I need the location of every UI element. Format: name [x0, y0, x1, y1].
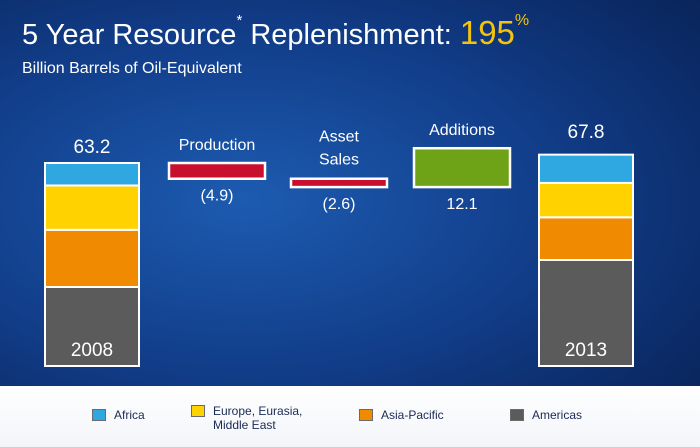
bar-segment-2013-europe-eurasia-middle-east	[538, 181, 634, 219]
bar-production	[167, 161, 267, 180]
legend-item-africa: Africa	[92, 408, 145, 422]
value-label-production: (4.9)	[201, 188, 234, 205]
legend-swatch-europe	[191, 405, 205, 417]
bar-segment-2013-americas	[538, 259, 634, 368]
category-label-additions: Additions	[429, 122, 495, 139]
legend-item-asia: Asia-Pacific	[359, 408, 444, 422]
category-label-asset_sales-line1: Asset	[319, 129, 360, 146]
value-label-additions: 12.1	[446, 196, 477, 213]
value-label-2013: 67.8	[568, 122, 605, 143]
value-label-asset_sales: (2.6)	[323, 196, 356, 213]
category-label-production: Production	[179, 137, 256, 154]
legend-swatch-asia	[359, 409, 373, 421]
bar-additions	[412, 146, 512, 189]
legend-swatch-americas	[510, 409, 524, 421]
legend-item-europe: Europe, Eurasia, Middle East	[191, 404, 302, 432]
category-label-asset_sales-line2: Sales	[319, 152, 359, 169]
slide-subtitle: Billion Barrels of Oil-Equivalent	[22, 60, 242, 77]
category-label-2008: 2008	[71, 340, 113, 361]
legend: Africa Europe, Eurasia, Middle East Asia-…	[0, 386, 700, 447]
legend-label-asia: Asia-Pacific	[381, 408, 444, 422]
title-footnote-mark: *	[236, 12, 243, 29]
category-label-2013: 2013	[565, 340, 607, 361]
title-text-rest: Replenishment:	[242, 19, 452, 51]
bar-segment-2008-asia-pacific	[44, 228, 140, 288]
replenishment-ratio: 195%	[459, 12, 530, 51]
slide-title: 5 Year Resource* Replenishment: 195%	[22, 12, 530, 52]
legend-item-americas: Americas	[510, 408, 582, 422]
bar-segment-2013-africa	[538, 153, 634, 184]
legend-label-africa: Africa	[114, 408, 145, 422]
value-label-2008: 63.2	[74, 137, 111, 158]
bar-segment-2008-africa	[44, 162, 140, 187]
legend-label-americas: Americas	[532, 408, 583, 422]
ratio-unit: %	[514, 12, 530, 29]
ratio-value: 195	[459, 14, 515, 51]
bar-asset_sales	[289, 177, 389, 189]
legend-label-europe: Europe, Eurasia, Middle East	[213, 404, 302, 432]
bar-segment-2013-asia-pacific	[538, 216, 634, 262]
bar-segment-2008-americas	[44, 285, 140, 368]
title-text: 5 Year Resource	[22, 19, 237, 51]
legend-label-europe-line1: Europe, Eurasia,	[213, 404, 303, 418]
bar-segment-2008-europe-eurasia-middle-east	[44, 184, 140, 231]
legend-swatch-africa	[92, 409, 106, 421]
legend-label-europe-line2: Middle East	[213, 418, 276, 432]
